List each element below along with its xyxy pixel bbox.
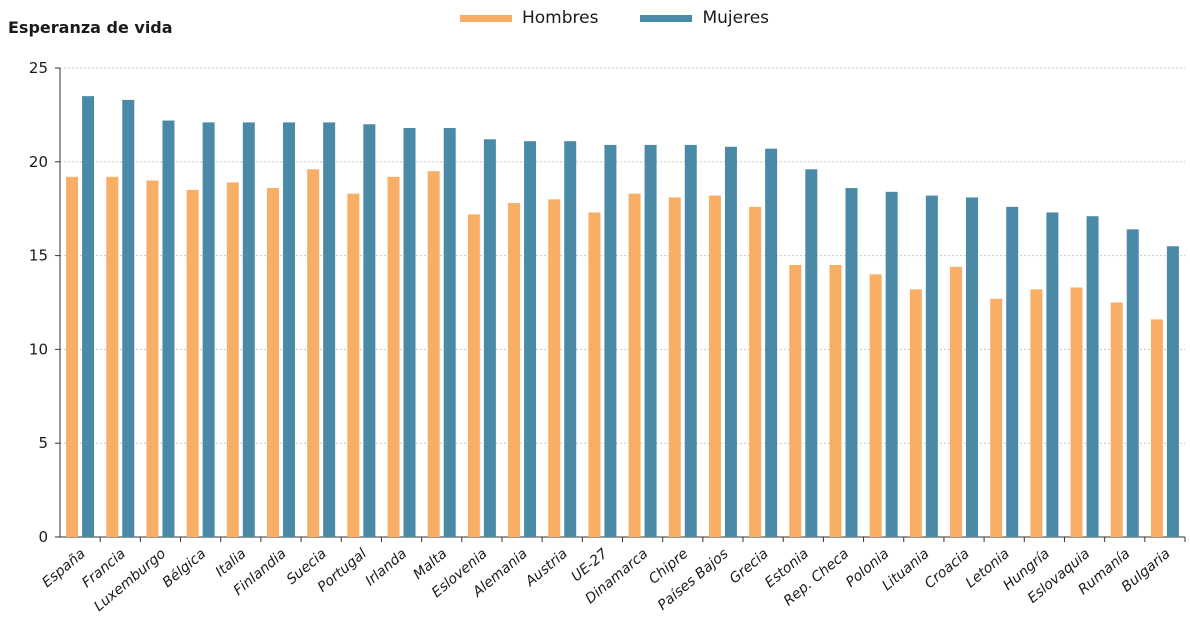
bar-hombres (307, 169, 320, 537)
x-tick-label: Bélgica (160, 546, 209, 591)
bar-hombres (1070, 287, 1083, 537)
bar-hombres (387, 176, 400, 538)
bar-hombres (990, 298, 1003, 537)
bar-mujeres (564, 141, 577, 537)
y-tick-label: 5 (38, 434, 48, 452)
x-tick-label: Países Bajos (655, 546, 732, 614)
bar-mujeres (282, 122, 295, 538)
bar-hombres (66, 176, 79, 538)
bar-hombres (347, 193, 360, 537)
x-tick-label: Austria (522, 546, 571, 591)
y-axis-title: Esperanza de vida (8, 18, 173, 37)
bar-mujeres (805, 169, 818, 537)
bar-hombres (588, 212, 601, 537)
bar-mujeres (765, 148, 778, 537)
x-tick-label: Luxemburgo (91, 546, 169, 615)
legend-item-hombres: Hombres (460, 8, 598, 28)
bar-mujeres (1086, 216, 1099, 538)
bar-mujeres (644, 144, 657, 537)
bar-hombres (628, 193, 641, 537)
legend-label-hombres: Hombres (522, 8, 599, 28)
bar-mujeres (202, 122, 215, 538)
bar-mujeres (524, 141, 537, 537)
bar-mujeres (1126, 229, 1139, 537)
y-tick-label: 0 (38, 528, 48, 546)
x-tick-label: Croacia (922, 546, 973, 592)
bar-mujeres (1046, 212, 1059, 537)
bar-hombres (950, 266, 963, 537)
legend: Hombres Mujeres (460, 8, 769, 28)
bar-mujeres (82, 96, 95, 537)
bar-mujeres (403, 128, 416, 538)
bar-mujeres (323, 122, 336, 538)
y-tick-label: 10 (29, 340, 48, 358)
bar-hombres (226, 182, 239, 537)
y-tick-label: 15 (29, 247, 48, 265)
x-tick-label: España (39, 546, 88, 591)
legend-label-mujeres: Mujeres (702, 8, 770, 28)
bar-mujeres (242, 122, 255, 538)
bar-hombres (548, 199, 561, 537)
bar-hombres (508, 203, 521, 537)
bar-hombres (146, 180, 159, 537)
legend-swatch-mujeres (640, 14, 693, 22)
bar-mujeres (885, 191, 898, 538)
bar-hombres (829, 264, 842, 537)
bar-hombres (869, 274, 882, 537)
bar-mujeres (845, 188, 858, 537)
bar-mujeres (1006, 206, 1019, 537)
y-tick-label: 20 (29, 153, 48, 171)
bar-hombres (1030, 289, 1043, 537)
bar-hombres (467, 214, 480, 537)
bar-mujeres (604, 144, 617, 537)
bar-mujeres (966, 197, 979, 537)
bar-hombres (266, 188, 279, 537)
bar-hombres (1110, 302, 1123, 537)
bar-hombres (708, 195, 721, 537)
legend-swatch-hombres (460, 14, 512, 22)
bar-mujeres (724, 146, 737, 538)
bar-hombres (909, 289, 922, 537)
bar-hombres (749, 206, 762, 537)
bar-mujeres (684, 144, 697, 537)
bar-mujeres (443, 128, 456, 538)
bar-mujeres (363, 124, 376, 537)
bar-mujeres (925, 195, 938, 537)
bar-hombres (789, 264, 802, 537)
bar-hombres (1150, 319, 1163, 537)
bar-hombres (668, 197, 681, 537)
bar-hombres (106, 176, 119, 538)
bar-mujeres (483, 139, 496, 537)
bar-mujeres (1166, 246, 1179, 537)
bar-mujeres (162, 120, 175, 537)
bar-hombres (186, 189, 199, 537)
bar-hombres (427, 171, 440, 537)
bar-mujeres (122, 99, 135, 537)
y-tick-label: 25 (29, 59, 48, 77)
legend-item-mujeres: Mujeres (640, 8, 769, 28)
x-tick-label: Irlanda (362, 546, 410, 590)
